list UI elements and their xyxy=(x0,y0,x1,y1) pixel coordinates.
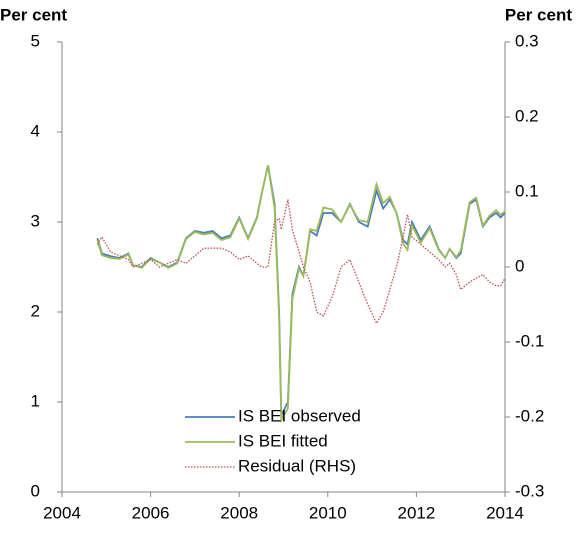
series-line xyxy=(96,165,506,416)
y2-tick-label: 0.2 xyxy=(515,106,539,125)
y2-axis-title: Per cent xyxy=(505,5,572,24)
y-tick-label: 4 xyxy=(31,121,40,140)
y-tick-label: 1 xyxy=(31,391,40,410)
y2-tick-label: 0.3 xyxy=(515,31,539,50)
y-axis-title: Per cent xyxy=(0,5,67,24)
y-tick-label: 5 xyxy=(31,31,40,50)
series-line xyxy=(96,165,506,424)
legend-label: Residual (RHS) xyxy=(238,456,356,475)
x-tick-label: 2004 xyxy=(43,503,81,522)
y-tick-label: 3 xyxy=(31,211,40,230)
x-tick-label: 2012 xyxy=(397,503,435,522)
y2-tick-label: 0.1 xyxy=(515,181,539,200)
y2-tick-label: -0.1 xyxy=(515,331,544,350)
y2-tick-label: -0.2 xyxy=(515,406,544,425)
x-tick-label: 2006 xyxy=(132,503,170,522)
series-line xyxy=(96,199,506,325)
y-tick-label: 0 xyxy=(31,481,40,500)
x-tick-label: 2014 xyxy=(486,503,524,522)
legend-label: IS BEI observed xyxy=(238,406,361,425)
y-tick-label: 2 xyxy=(31,301,40,320)
y2-tick-label: 0 xyxy=(515,256,524,275)
legend-label: IS BEI fitted xyxy=(238,431,328,450)
x-tick-label: 2008 xyxy=(220,503,258,522)
x-tick-label: 2010 xyxy=(309,503,347,522)
y2-tick-label: -0.3 xyxy=(515,481,544,500)
